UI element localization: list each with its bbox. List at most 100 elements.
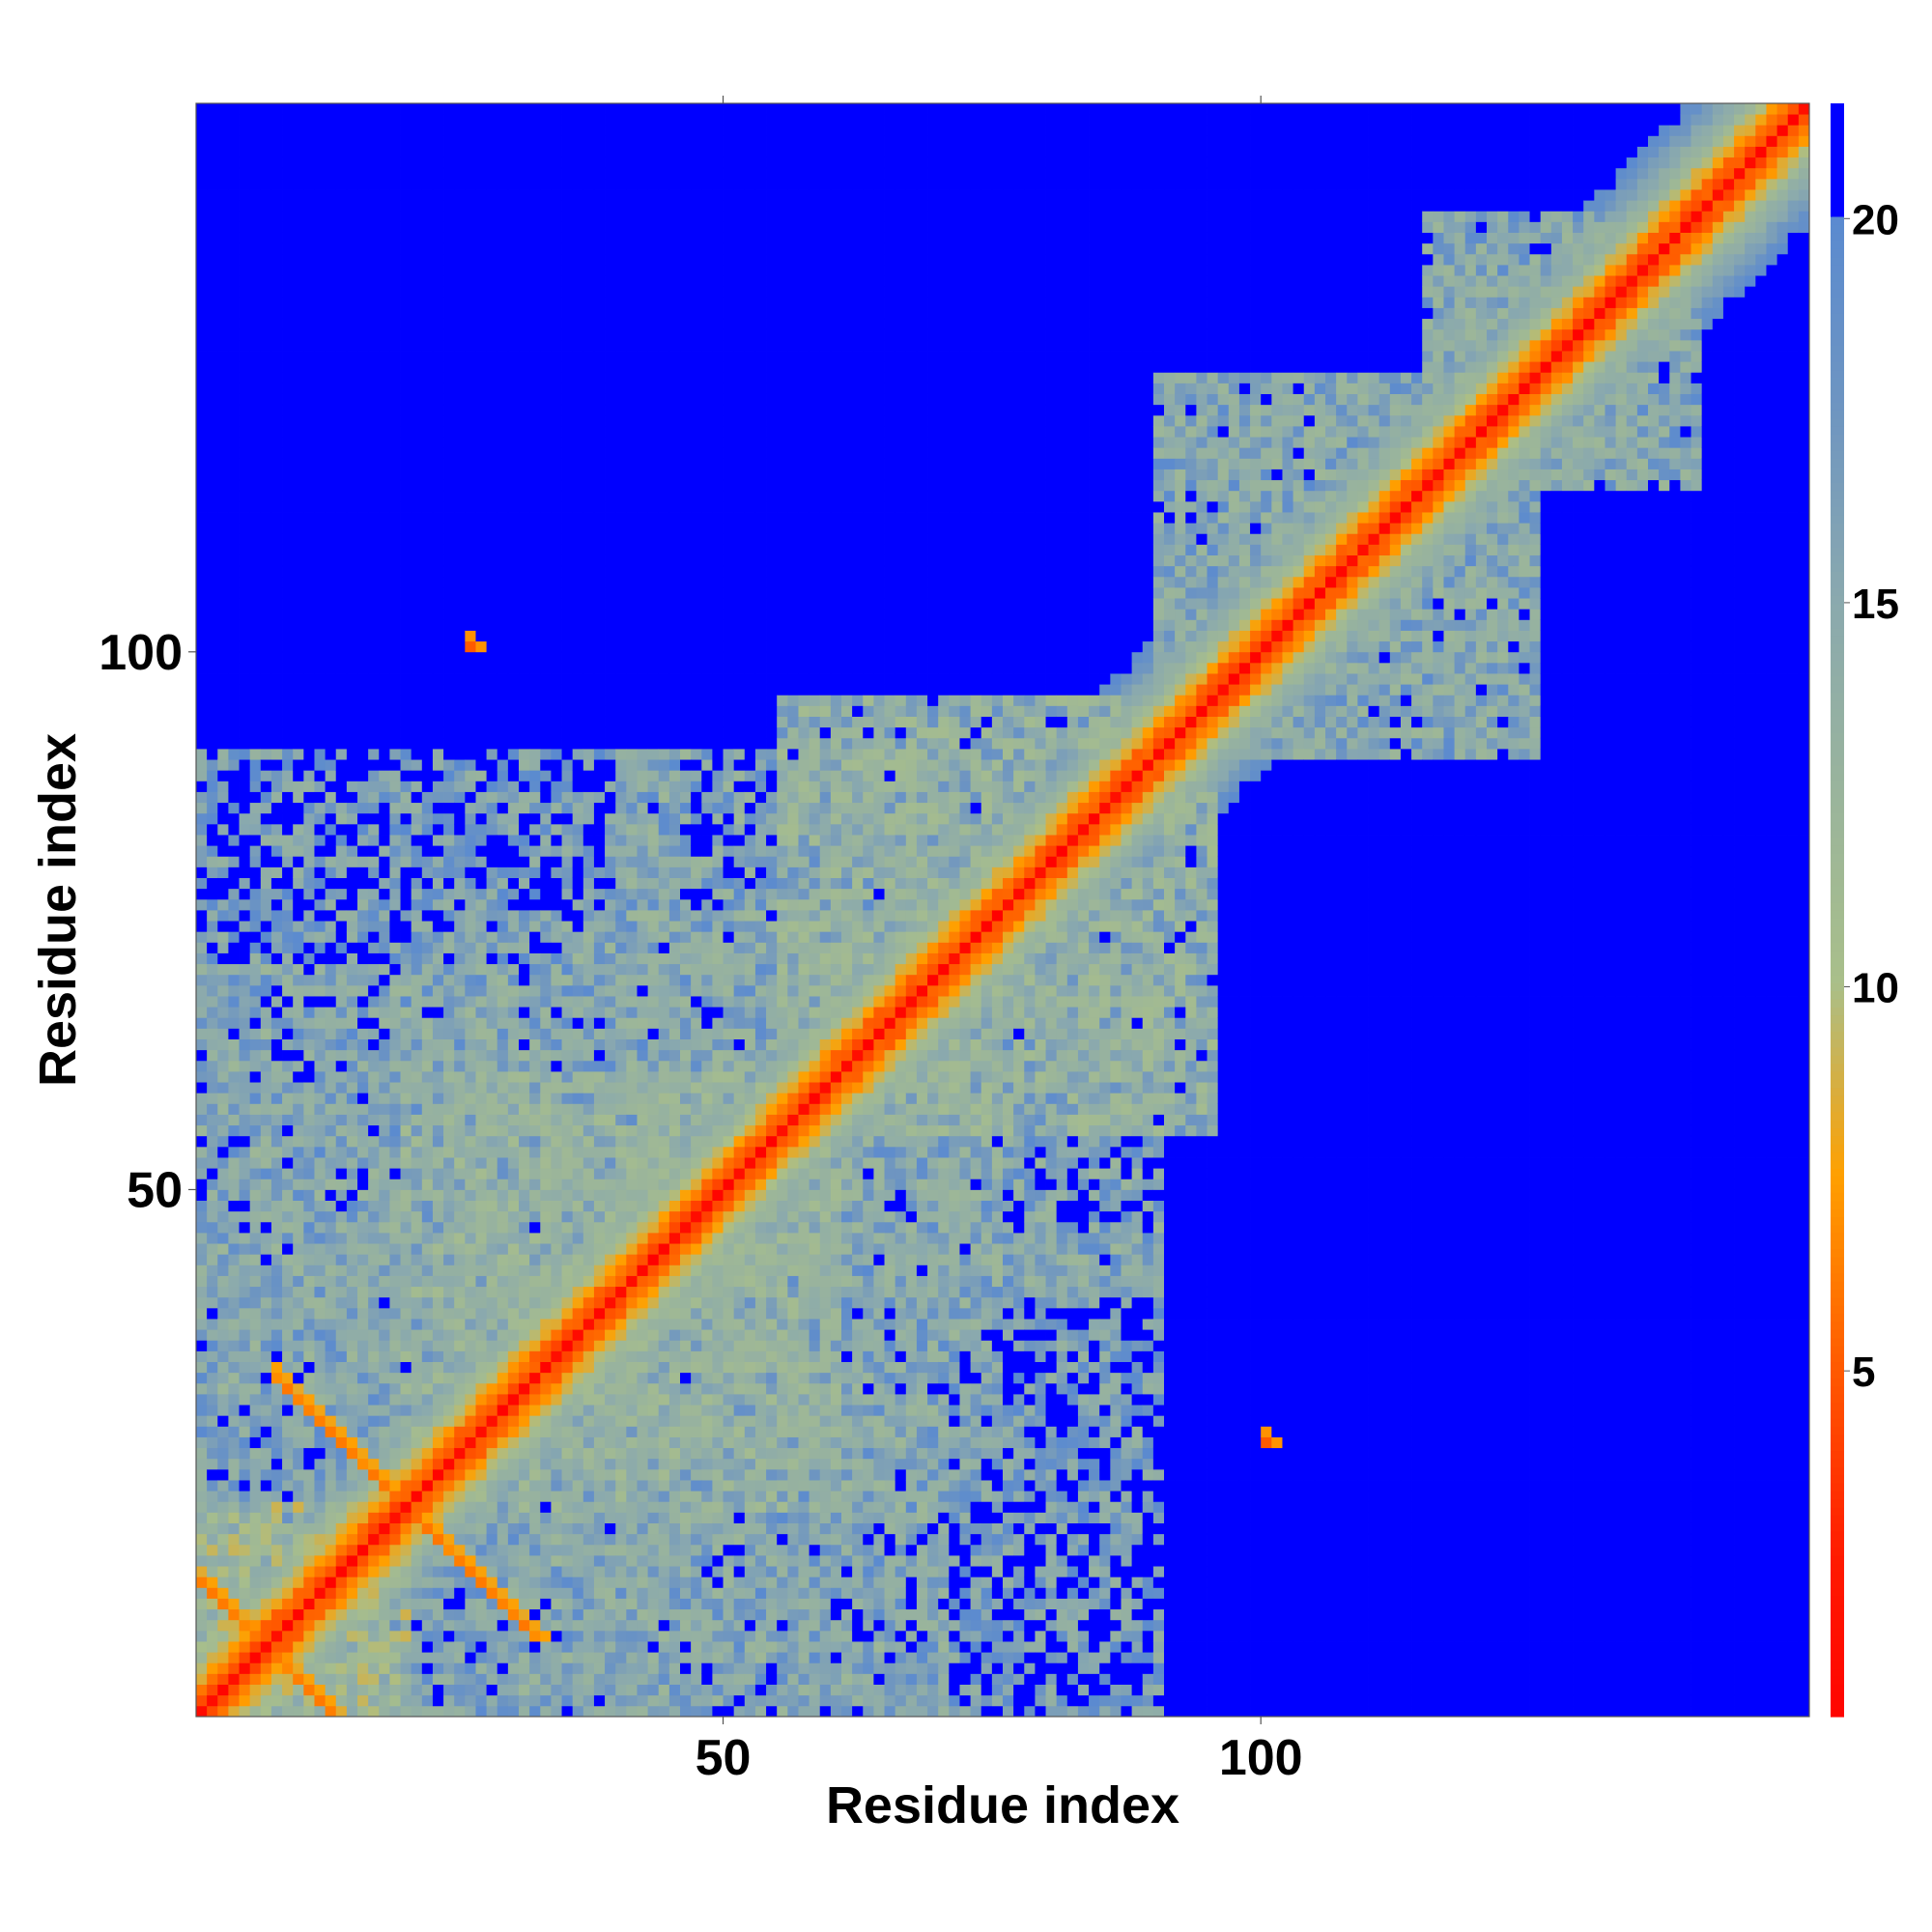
heatmap-cell [497,1221,509,1234]
heatmap-cell [207,135,218,147]
heatmap-cell [196,1200,208,1212]
heatmap-cell [346,200,358,212]
heatmap-cell [379,125,390,136]
heatmap-cell [486,835,498,846]
heatmap-cell [249,1608,262,1621]
heatmap-cell [207,910,218,922]
heatmap-cell [400,749,412,760]
heatmap-cell [486,1038,498,1051]
heatmap-cell [400,845,412,857]
heatmap-cell [207,372,218,384]
heatmap-cell [357,1264,369,1276]
heatmap-cell [196,479,208,492]
heatmap-cell [400,479,412,492]
heatmap-cell [411,1243,423,1255]
heatmap-cell [465,921,476,932]
heatmap-cell [196,125,208,136]
heatmap-cell [497,609,509,620]
heatmap-cell [228,167,240,180]
heatmap-cell [282,1652,294,1663]
heatmap-cell [260,1491,272,1502]
heatmap-cell [357,1135,369,1148]
heatmap-cell [551,1673,562,1685]
heatmap-cell [475,1157,487,1169]
heatmap-cell [239,1662,251,1674]
heatmap-cell [270,1533,283,1546]
heatmap-cell [507,716,520,728]
heatmap-cell [507,1340,520,1351]
heatmap-cell [497,146,509,158]
heatmap-cell [260,114,272,126]
heatmap-cell [196,1555,208,1567]
heatmap-cell [196,135,208,147]
heatmap-cell [389,1641,401,1653]
heatmap-cell [196,1468,208,1481]
heatmap-cell [335,770,348,781]
heatmap-cell [239,523,251,534]
heatmap-cell [335,1210,348,1223]
heatmap-cell [507,1491,520,1502]
heatmap-cell [400,265,412,276]
heatmap-cell [249,1264,262,1276]
heatmap-cell [507,393,520,406]
heatmap-cell [260,974,272,986]
heatmap-cell [379,673,390,685]
heatmap-cell [454,1630,466,1642]
heatmap-cell [443,651,455,664]
heatmap-cell [293,1350,304,1362]
heatmap-cell [421,318,434,330]
heatmap-cell [314,565,326,578]
heatmap-cell [551,1286,562,1298]
heatmap-cell [389,404,401,416]
heatmap-cell [486,232,498,244]
heatmap-cell [293,1275,304,1288]
heatmap-cell [368,242,380,255]
heatmap-cell [421,253,434,266]
heatmap-cell [421,232,434,244]
heatmap-cell [551,1307,562,1320]
heatmap-cell [411,200,423,212]
heatmap-cell [303,156,315,169]
heatmap-cell [228,630,240,642]
heatmap-cell [270,1264,283,1276]
heatmap-cell [346,135,358,147]
heatmap-cell [335,1017,348,1029]
heatmap-cell [346,1296,358,1309]
heatmap-cell [389,1426,401,1437]
heatmap-cell [357,437,369,448]
heatmap-cell [379,1415,390,1427]
heatmap-cell [217,458,229,469]
heatmap-cell [228,297,240,308]
heatmap-cell [270,598,283,610]
heatmap-cell [497,921,509,932]
heatmap-cell [217,662,229,674]
heatmap-cell [465,1103,476,1115]
heatmap-cell [217,565,229,578]
heatmap-cell [486,253,498,266]
heatmap-cell [270,695,283,706]
heatmap-cell [260,759,272,771]
heatmap-cell [379,1233,390,1244]
heatmap-cell [228,705,240,717]
heatmap-cell [432,1587,444,1599]
heatmap-cell [400,877,412,890]
heatmap-cell [368,1157,380,1169]
heatmap-cell [465,1436,476,1449]
heatmap-cell [443,931,455,943]
heatmap-cell [282,1114,294,1126]
heatmap-cell [379,1254,390,1265]
heatmap-cell [411,1587,423,1599]
heatmap-cell [270,211,283,222]
heatmap-cell [389,1350,401,1362]
heatmap-cell [357,630,369,642]
heatmap-cell [207,1662,218,1674]
heatmap-cell [400,1577,412,1588]
heatmap-cell [421,759,434,771]
heatmap-cell [293,1157,304,1169]
heatmap-cell [411,1705,423,1718]
heatmap-cell [239,587,251,599]
heatmap-cell [486,1480,498,1492]
heatmap-cell [270,1426,283,1437]
heatmap-cell [540,1694,552,1707]
heatmap-cell [239,984,251,997]
